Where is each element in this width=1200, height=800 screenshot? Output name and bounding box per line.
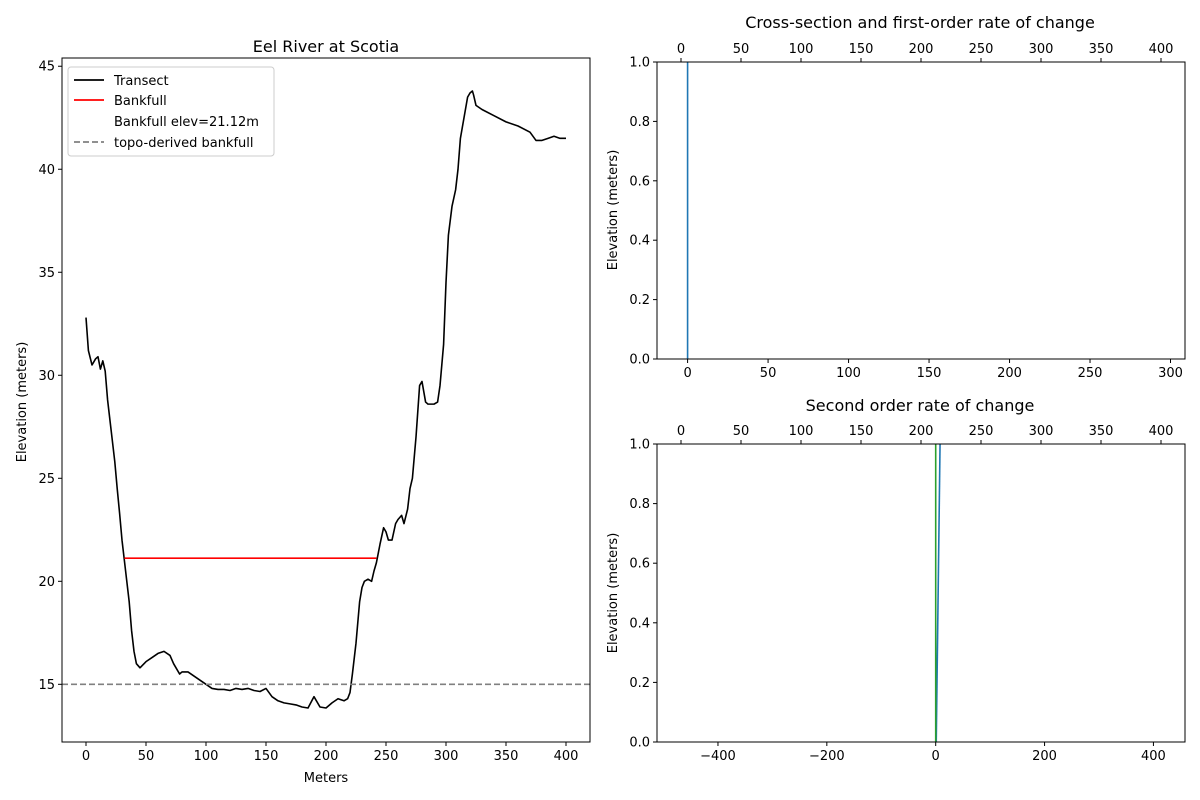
first-order-ytick-label: 0.0: [629, 353, 650, 368]
main-xtick-label: 300: [434, 749, 459, 764]
first-order-chart-ylabel: Elevation (meters): [606, 150, 621, 271]
first-order-top-xtick-label: 400: [1149, 42, 1174, 57]
second-order-chart-title: Second order rate of change: [806, 396, 1035, 415]
first-order-chart: Cross-section and first-order rate of ch…: [606, 13, 1186, 381]
first-order-chart-frame: [656, 61, 1186, 360]
main-xtick-label: 0: [82, 749, 90, 764]
second-order-top-xtick-label: 250: [969, 424, 994, 439]
main-ytick-label: 35: [38, 266, 55, 281]
main-chart-legend: Transect Bankfull Bankfull elev=21.12m t…: [67, 66, 275, 157]
second-order-top-xtick-label: 400: [1149, 424, 1174, 439]
first-order-top-xtick-label: 150: [849, 42, 874, 57]
main-xtick-label: 400: [554, 749, 579, 764]
main-chart-ylabel: Elevation (meters): [15, 342, 30, 463]
main-ytick-label: 15: [38, 678, 55, 693]
legend-label-bankfull: Bankfull: [114, 94, 167, 109]
first-order-xtick-label: 200: [997, 366, 1022, 381]
second-order-series-0: [935, 443, 941, 743]
first-order-ytick-label: 0.6: [629, 174, 650, 189]
second-order-top-xtick-label: 300: [1029, 424, 1054, 439]
second-order-top-xtick-label: 350: [1089, 424, 1114, 439]
first-order-ytick-label: 1.0: [629, 56, 650, 71]
legend-label-bankfull-elev: Bankfull elev=21.12m: [114, 115, 259, 130]
second-order-xtick-label: −200: [809, 749, 845, 764]
second-order-top-xtick-label: 50: [733, 424, 750, 439]
second-order-xtick-label: 200: [1032, 749, 1057, 764]
first-order-top-xtick-label: 300: [1029, 42, 1054, 57]
second-order-xtick-label: 400: [1141, 749, 1166, 764]
second-order-ytick-label: 0.2: [629, 676, 650, 691]
first-order-xtick-label: 0: [683, 366, 691, 381]
second-order-ytick-label: 0.0: [629, 736, 650, 751]
main-ytick-label: 45: [38, 60, 55, 75]
main-ytick-label: 40: [38, 163, 55, 178]
second-order-top-xtick-label: 150: [849, 424, 874, 439]
second-order-ytick-label: 0.8: [629, 497, 650, 512]
main-xtick-label: 50: [138, 749, 155, 764]
first-order-xtick-label: 300: [1158, 366, 1183, 381]
main-ytick-label: 30: [38, 369, 55, 384]
main-ytick-label: 20: [38, 575, 55, 590]
first-order-top-xtick-label: 0: [677, 42, 685, 57]
first-order-xtick-label: 250: [1078, 366, 1103, 381]
main-ytick-label: 25: [38, 472, 55, 487]
main-xtick-label: 150: [254, 749, 279, 764]
first-order-ytick-label: 0.4: [629, 234, 650, 249]
first-order-top-xtick-label: 200: [909, 42, 934, 57]
first-order-ytick-label: 0.2: [629, 293, 650, 308]
first-order-top-xtick-label: 50: [733, 42, 750, 57]
first-order-chart-title: Cross-section and first-order rate of ch…: [745, 13, 1095, 32]
second-order-chart-frame: [656, 443, 1186, 743]
first-order-ytick-label: 0.8: [629, 115, 650, 130]
second-order-ytick-label: 0.4: [629, 616, 650, 631]
second-order-ytick-label: 0.6: [629, 557, 650, 572]
first-order-xtick-label: 50: [760, 366, 777, 381]
main-xtick-label: 200: [314, 749, 339, 764]
first-order-top-xtick-label: 250: [969, 42, 994, 57]
second-order-ytick-label: 1.0: [629, 438, 650, 453]
main-xtick-label: 100: [194, 749, 219, 764]
second-order-top-xtick-label: 0: [677, 424, 685, 439]
second-order-chart: Second order rate of change Elevation (m…: [606, 396, 1186, 764]
first-order-top-xtick-label: 350: [1089, 42, 1114, 57]
first-order-xtick-label: 150: [917, 366, 942, 381]
main-chart-xlabel: Meters: [304, 771, 349, 786]
legend-label-transect: Transect: [113, 74, 169, 89]
main-xtick-label: 250: [374, 749, 399, 764]
main-series-transect: [85, 90, 566, 709]
second-order-top-xtick-label: 200: [909, 424, 934, 439]
legend-label-topo-bankfull: topo-derived bankfull: [114, 136, 254, 151]
main-xtick-label: 350: [494, 749, 519, 764]
first-order-xtick-label: 100: [836, 366, 861, 381]
second-order-chart-ylabel: Elevation (meters): [606, 533, 621, 654]
second-order-top-xtick-label: 100: [789, 424, 814, 439]
second-order-xtick-label: −400: [700, 749, 736, 764]
main-chart-title: Eel River at Scotia: [253, 37, 399, 56]
main-chart-frame: [61, 57, 591, 743]
second-order-xtick-label: 0: [932, 749, 940, 764]
first-order-top-xtick-label: 100: [789, 42, 814, 57]
main-chart: Eel River at Scotia Meters Elevation (me…: [15, 37, 591, 786]
